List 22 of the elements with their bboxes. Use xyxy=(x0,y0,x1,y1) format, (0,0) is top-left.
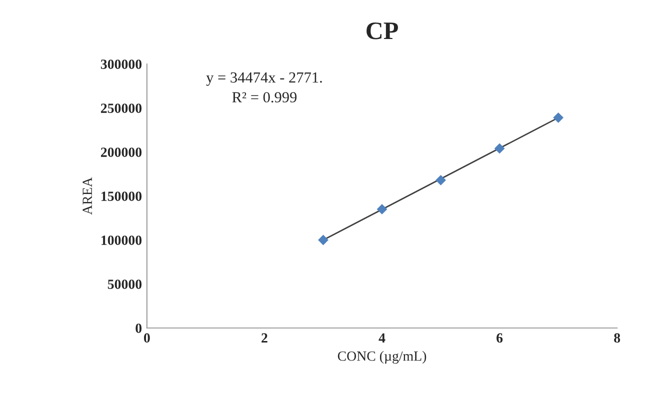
x-tick-label: 2 xyxy=(262,333,268,342)
y-tick-label: 100000 xyxy=(102,236,142,245)
point xyxy=(376,204,388,214)
y-tick-label: 300000 xyxy=(100,60,142,69)
annotation: R² = 0.999 xyxy=(232,92,297,102)
x-axis-title: CONC (µg/mL) xyxy=(338,351,426,364)
annotation: y = 34474x - 2771. xyxy=(206,72,322,86)
y-tick-label: 0 xyxy=(136,324,142,333)
y-tick-label: 250000 xyxy=(100,104,142,113)
point xyxy=(436,174,446,186)
y-tick-label: 150000 xyxy=(102,192,142,201)
point xyxy=(318,234,328,246)
y-axis-title: AREA xyxy=(82,177,92,215)
chart-title: CP xyxy=(366,22,398,40)
point xyxy=(494,143,505,154)
x-tick-label: 0 xyxy=(144,333,150,343)
y-tick-label: 200000 xyxy=(100,148,142,157)
x-tick-label: 8 xyxy=(614,333,620,343)
x-tick-label: 6 xyxy=(496,333,503,343)
x-tick-label: 4 xyxy=(378,333,386,342)
y-tick-label: 50000 xyxy=(108,280,142,289)
point xyxy=(553,112,564,123)
